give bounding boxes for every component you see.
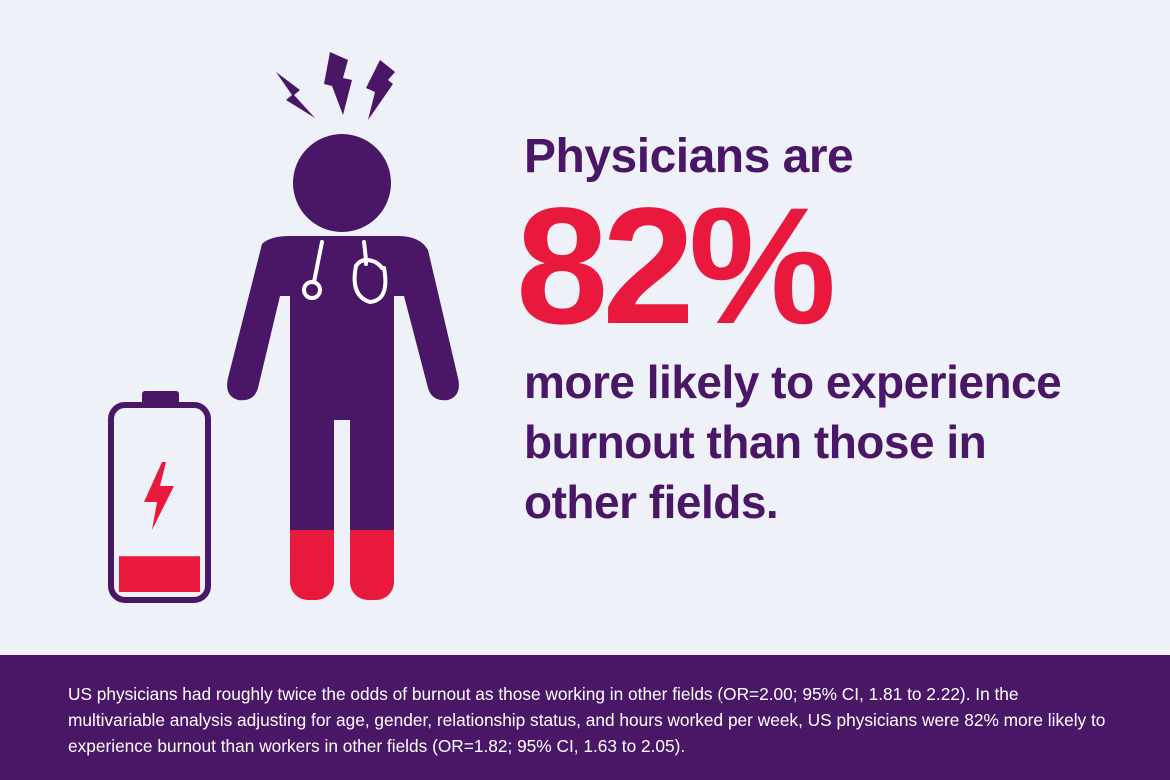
footer-banner: US physicians had roughly twice the odds…: [0, 655, 1170, 780]
low-battery-icon: [108, 391, 211, 603]
headline-intro: Physicians are: [524, 130, 854, 183]
headline-stat: 82%: [516, 174, 836, 359]
doctor-figure-icon: [227, 134, 459, 600]
lightning-bolt-icon: [276, 52, 395, 120]
headline-line-3: burnout than those in: [524, 416, 987, 468]
headline-line-2: more likely to experience: [524, 356, 1062, 408]
headline-line-4: other fields.: [524, 476, 779, 528]
battery-charge-level: [119, 556, 200, 592]
stray-label: Lorem Ipsum: [690, 697, 737, 706]
stethoscope-icon: [302, 240, 388, 305]
footer-text: US physicians had roughly twice the odds…: [68, 684, 1106, 756]
headline: Physicians are 82% more likely to experi…: [516, 128, 1144, 532]
illustration: [108, 52, 459, 603]
